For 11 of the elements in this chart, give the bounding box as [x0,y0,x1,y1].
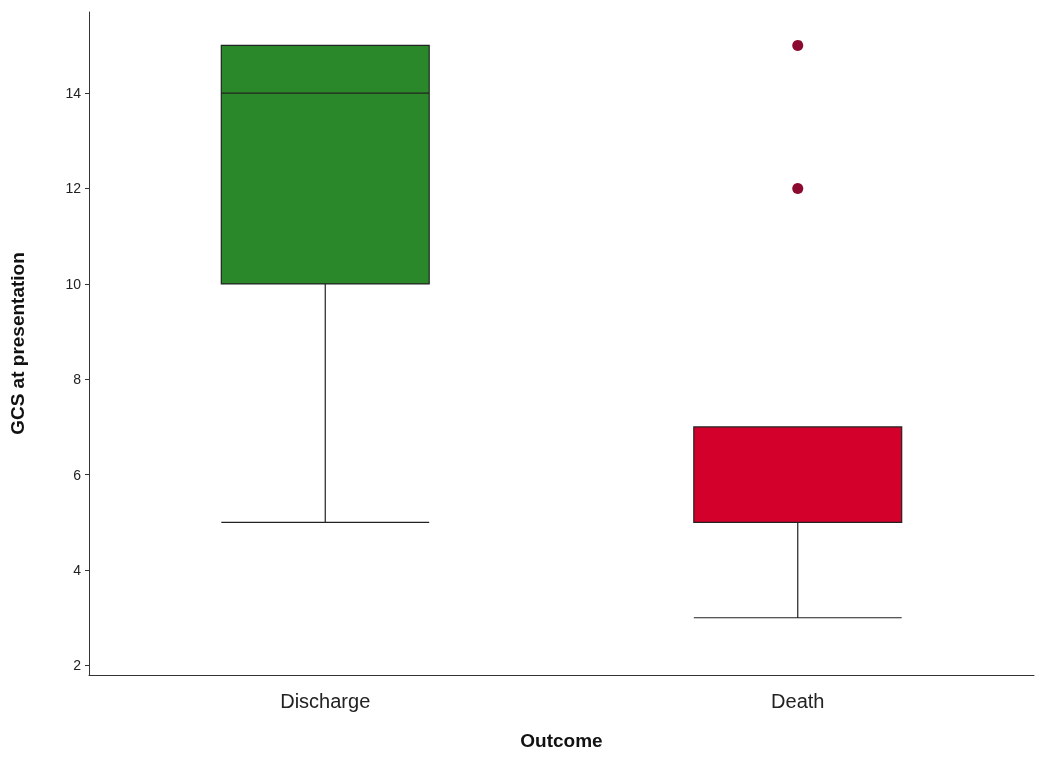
y-tick-label: 14 [65,85,82,102]
y-tick-label: 4 [73,562,82,579]
x-tick-label: Discharge [280,690,371,712]
y-tick-label: 8 [73,371,82,388]
y-tick-label: 2 [73,657,82,674]
y-tick-label: 12 [65,180,82,197]
y-axis-title: GCS at presentation [7,252,28,435]
x-tick-label: Death [771,690,825,712]
x-axis-title: Outcome [520,730,603,751]
y-tick-label: 6 [73,466,82,483]
y-tick-label: 10 [65,275,82,292]
